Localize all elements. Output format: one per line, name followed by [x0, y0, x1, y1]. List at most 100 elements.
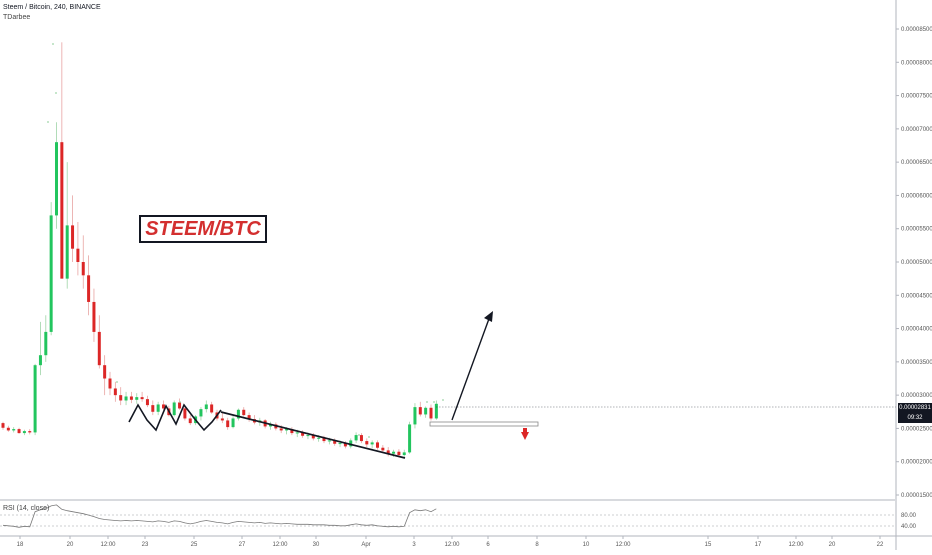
candle-body-down [322, 437, 326, 442]
rsi-line [2, 504, 437, 528]
annotation-label: STEEM/BTC [145, 217, 261, 240]
candle-body-down [87, 275, 91, 302]
signal-marker [358, 434, 360, 436]
rsi-level-label: 40.00 [901, 524, 917, 530]
candle-body-down [301, 432, 305, 436]
signal-marker [55, 92, 57, 94]
support-zone [429, 421, 539, 427]
x-tick-label: 25 [191, 542, 198, 548]
downtrend-line [220, 411, 406, 459]
author-name: TDarbee [3, 14, 31, 21]
candle-body-down [365, 441, 369, 445]
candle-body-up [65, 225, 69, 279]
x-tick-label: 20 [829, 542, 836, 548]
symbol-title: Steem / Bitcoin, 240, BINANCE [3, 4, 101, 11]
x-tick-label: 10 [583, 542, 590, 548]
candle-body-down [242, 409, 246, 416]
candle-body-up [408, 424, 412, 453]
candle-body-down [140, 397, 144, 400]
candle-body-up [295, 432, 299, 434]
annotation-label-box[interactable]: STEEM/BTC [139, 215, 267, 243]
last-price-tag: 0.00002831 [898, 403, 932, 413]
candle-body-down [418, 407, 422, 415]
y-tick-label: 0.00005500 [901, 227, 932, 233]
candle-body-down [210, 404, 214, 413]
zigzag-trendline [128, 403, 222, 432]
candle-body-up [124, 396, 128, 401]
y-tick-label: 0.00002500 [901, 426, 932, 432]
candle-body-down [108, 378, 112, 389]
candle-body-down [1, 423, 5, 428]
candle-body-down [113, 388, 117, 396]
candle-body-up [317, 437, 321, 439]
signal-marker [116, 381, 118, 383]
candle-body-down [386, 450, 390, 454]
candle-body-down [279, 428, 283, 431]
candle-body-down [60, 142, 64, 279]
signal-marker [426, 401, 428, 403]
candle-body-down [381, 447, 385, 451]
signal-marker [433, 401, 435, 403]
candle-body-down [333, 440, 337, 444]
candle-body-down [97, 331, 101, 366]
chart-header: Steem / Bitcoin, 240, BINANCE TDarbee [3, 3, 101, 23]
candle-body-down [71, 225, 75, 249]
candle-body-down [81, 262, 85, 276]
signal-marker [179, 401, 181, 403]
y-tick-label: 0.00003000 [901, 393, 932, 399]
candle-body-up [392, 451, 396, 454]
candle-body-up [424, 407, 428, 415]
x-tick-label: 20 [67, 542, 74, 548]
candle-body-down [162, 404, 165, 409]
y-tick-label: 0.00008500 [901, 27, 932, 33]
x-tick-label: 17 [755, 542, 762, 548]
y-tick-label: 0.00006500 [901, 160, 932, 166]
candle-body-down [376, 442, 379, 448]
candle-body-up [156, 404, 160, 412]
candle-body-down [359, 435, 363, 442]
candle-body-down [429, 407, 433, 419]
candle-body-up [199, 409, 203, 417]
down-marker-icon [521, 432, 529, 440]
x-tick-label: 15 [705, 542, 712, 548]
x-tick-label: 22 [877, 542, 884, 548]
breakout-arrow-head [484, 311, 493, 322]
candle-body-up [338, 443, 342, 445]
candle-body-down [188, 418, 192, 424]
candle-body-up [306, 435, 310, 437]
candle-body-up [413, 407, 417, 425]
x-tick-label: 8 [535, 542, 539, 548]
y-tick-label: 0.00005000 [901, 260, 932, 266]
candle-body-down [178, 402, 182, 409]
x-tick-label: 30 [313, 542, 320, 548]
x-tick-label: 12:00 [272, 542, 288, 548]
candle-body-up [204, 404, 208, 410]
y-tick-label: 0.00008000 [901, 60, 932, 66]
candle-body-down [290, 429, 294, 434]
x-tick-label: 3 [412, 542, 416, 548]
candle-body-up [55, 142, 58, 216]
x-tick-label: 27 [239, 542, 246, 548]
candle-body-up [49, 215, 53, 332]
candle-body-up [231, 418, 235, 428]
candle-body-down [151, 405, 155, 412]
y-tick-label: 0.00002000 [901, 460, 932, 466]
candle-body-up [370, 442, 374, 445]
rsi-level-label: 80.00 [901, 513, 917, 519]
candle-body-down [129, 396, 133, 400]
countdown-tag: 09:32 [898, 413, 932, 423]
candle-body-down [183, 408, 187, 419]
candle-body-up [354, 435, 358, 441]
candle-body-down [343, 443, 347, 447]
candle-body-down [145, 399, 149, 406]
candle-body-up [434, 403, 438, 419]
candle-body-up [172, 402, 176, 416]
candle-body-up [33, 365, 37, 433]
candle-body-up [349, 440, 353, 447]
candle-body-up [402, 452, 406, 456]
candle-body-up [22, 431, 26, 434]
x-tick-label: Apr [361, 542, 370, 548]
y-tick-label: 0.00003500 [901, 360, 932, 366]
